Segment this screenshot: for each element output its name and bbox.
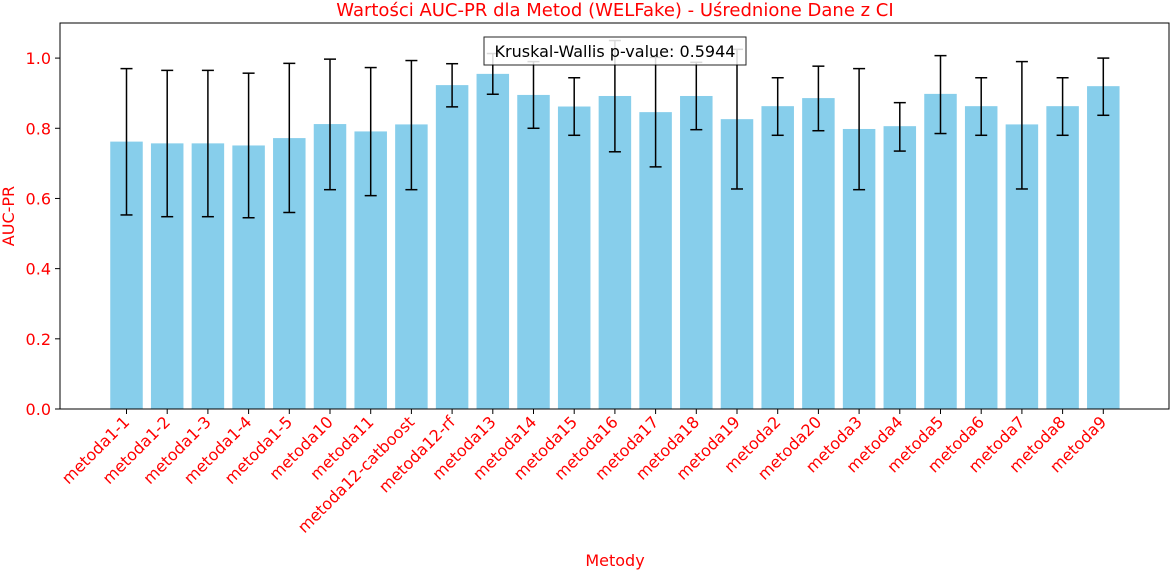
error-bar-metoda5 xyxy=(934,54,947,135)
y-tick-label: 0.0 xyxy=(26,400,51,419)
y-tick-label: 0.2 xyxy=(26,330,51,349)
y-tick-label: 0.8 xyxy=(26,119,51,138)
x-axis-label: Metody xyxy=(585,551,644,570)
x-ticks-group: metoda1-1metoda1-2metoda1-3metoda1-4meto… xyxy=(58,409,1110,537)
bar-metoda2 xyxy=(761,106,794,409)
error-bar-metoda2 xyxy=(771,76,784,137)
bars-group xyxy=(110,73,1120,410)
error-bar-metoda20 xyxy=(812,65,825,132)
error-bar-metoda1-4 xyxy=(242,72,255,219)
error-bar-metoda12-rf xyxy=(446,62,459,108)
y-tick-label: 0.6 xyxy=(26,189,51,208)
annotation-frame xyxy=(483,36,747,66)
bar-metoda6 xyxy=(964,106,998,409)
y-tick-label: 1.0 xyxy=(26,49,51,68)
bar-metoda9 xyxy=(1087,86,1120,409)
bar-metoda12-rf xyxy=(435,85,469,410)
error-bar-metoda6 xyxy=(975,76,988,137)
y-ticks-group: 0.0 0.2 0.4 0.6 0.8 1.0 xyxy=(26,49,60,419)
error-bar-metoda10 xyxy=(324,58,336,191)
error-bar-metoda4 xyxy=(893,101,906,152)
bar-metoda18 xyxy=(680,95,713,410)
bar-metoda13 xyxy=(476,73,510,409)
bar-metoda15 xyxy=(557,106,591,410)
error-bar-metoda1-1 xyxy=(120,67,133,216)
error-bar-metoda1-5 xyxy=(283,62,296,214)
y-tick-label: 0.4 xyxy=(26,260,51,279)
error-bar-metoda7 xyxy=(1015,60,1028,190)
error-bar-metoda3 xyxy=(853,67,866,191)
annotation-box: Kruskal-Wallis p-value: 0.5944 xyxy=(483,36,747,66)
y-axis-label: AUC-PR xyxy=(0,186,18,246)
bar-metoda20 xyxy=(802,98,835,409)
bar-metoda8 xyxy=(1046,106,1079,409)
error-bar-metoda15 xyxy=(568,76,581,137)
bar-metoda4 xyxy=(883,126,917,410)
bar-metoda5 xyxy=(924,93,957,409)
error-bar-metoda9 xyxy=(1097,57,1110,117)
error-bars-group xyxy=(120,39,1110,219)
error-bar-metoda11 xyxy=(364,66,377,197)
annotation-text: Kruskal-Wallis p-value: 0.5944 xyxy=(495,42,736,61)
error-bar-metoda12-catboost xyxy=(405,59,418,191)
chart-title: Wartości AUC-PR dla Metod (WELFake) - Uś… xyxy=(336,0,893,21)
bar-metoda14 xyxy=(517,94,550,409)
error-bar-metoda1-2 xyxy=(161,69,174,218)
error-bar-metoda1-3 xyxy=(201,69,214,218)
error-bar-metoda8 xyxy=(1056,76,1069,137)
